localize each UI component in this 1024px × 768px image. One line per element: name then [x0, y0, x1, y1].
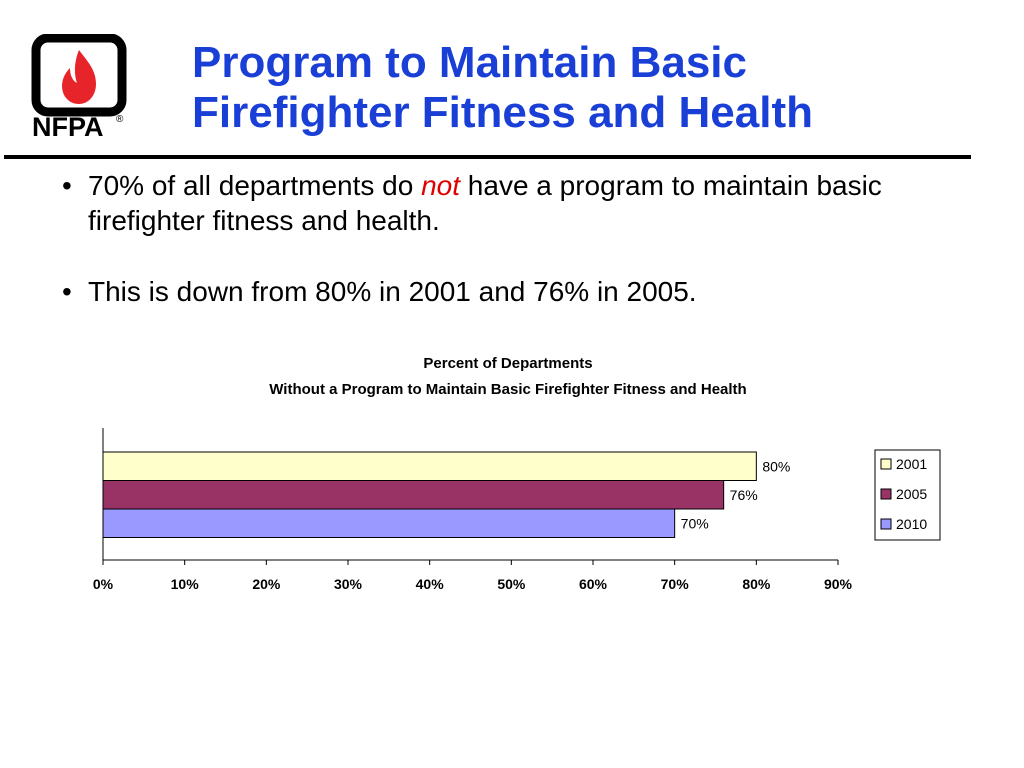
legend-swatch-2010 — [880, 518, 892, 530]
bar-chart: Percent of Departments Without a Program… — [93, 355, 941, 592]
x-tick-label: 10% — [171, 576, 200, 592]
nfpa-logo: NFPA ® — [31, 34, 127, 142]
bullet-item: • 70% of all departments do not have a pr… — [62, 168, 992, 238]
x-tick-label: 50% — [497, 576, 526, 592]
chart-subtitle: Without a Program to Maintain Basic Fire… — [269, 381, 746, 398]
x-tick-label: 80% — [742, 576, 771, 592]
registered-mark: ® — [116, 114, 124, 125]
bar-2005 — [102, 480, 725, 510]
bar-2010 — [102, 508, 676, 538]
legend-label-2001: 2001 — [896, 456, 927, 472]
data-label-2010: 70% — [681, 515, 709, 531]
chart-title: Percent of Departments — [423, 355, 592, 372]
x-tick-label: 0% — [93, 576, 114, 592]
x-tick-label: 20% — [252, 576, 281, 592]
title-line-1: Program to Maintain Basic — [192, 38, 748, 87]
title-line-2: Firefighter Fitness and Health — [192, 88, 813, 137]
bullet-list: • 70% of all departments do not have a pr… — [62, 168, 992, 309]
bullet-item: • This is down from 80% in 2001 and 76% i… — [62, 274, 992, 309]
plot-area: 0% 10% 20% 30% 40% 50% 60% 70% 80% 90%80%76%70% — [93, 428, 853, 592]
bullet-glyph: • — [62, 170, 72, 201]
legend-swatch-2001 — [880, 458, 892, 470]
bullet-text-after: have a program to maintain basic firefig… — [88, 170, 882, 236]
x-tick-label: 90% — [824, 576, 853, 592]
page-title: Program to Maintain Basic Firefighter Fi… — [192, 38, 992, 138]
bullet-text-emphasis: not — [421, 170, 461, 201]
legend: 2001 2005 2010 — [874, 449, 941, 541]
title-divider — [4, 155, 971, 159]
bar-2001 — [102, 451, 757, 481]
legend-swatch-2005 — [880, 488, 892, 500]
data-label-2001: 80% — [762, 458, 790, 474]
x-tick-label: 70% — [661, 576, 690, 592]
bullet-glyph: • — [62, 276, 72, 307]
legend-label-2010: 2010 — [896, 516, 927, 532]
x-tick-label: 30% — [334, 576, 363, 592]
flame-icon — [62, 50, 96, 104]
x-tick-label: 40% — [416, 576, 445, 592]
data-label-2005: 76% — [730, 487, 758, 503]
logo-wordmark: NFPA — [32, 112, 104, 142]
legend-label-2005: 2005 — [896, 486, 927, 502]
x-tick-label: 60% — [579, 576, 608, 592]
bullet-text: This is down from 80% in 2001 and 76% in… — [88, 276, 697, 307]
bullet-text-before: 70% of all departments do — [88, 170, 422, 201]
logo-frame — [31, 34, 127, 117]
